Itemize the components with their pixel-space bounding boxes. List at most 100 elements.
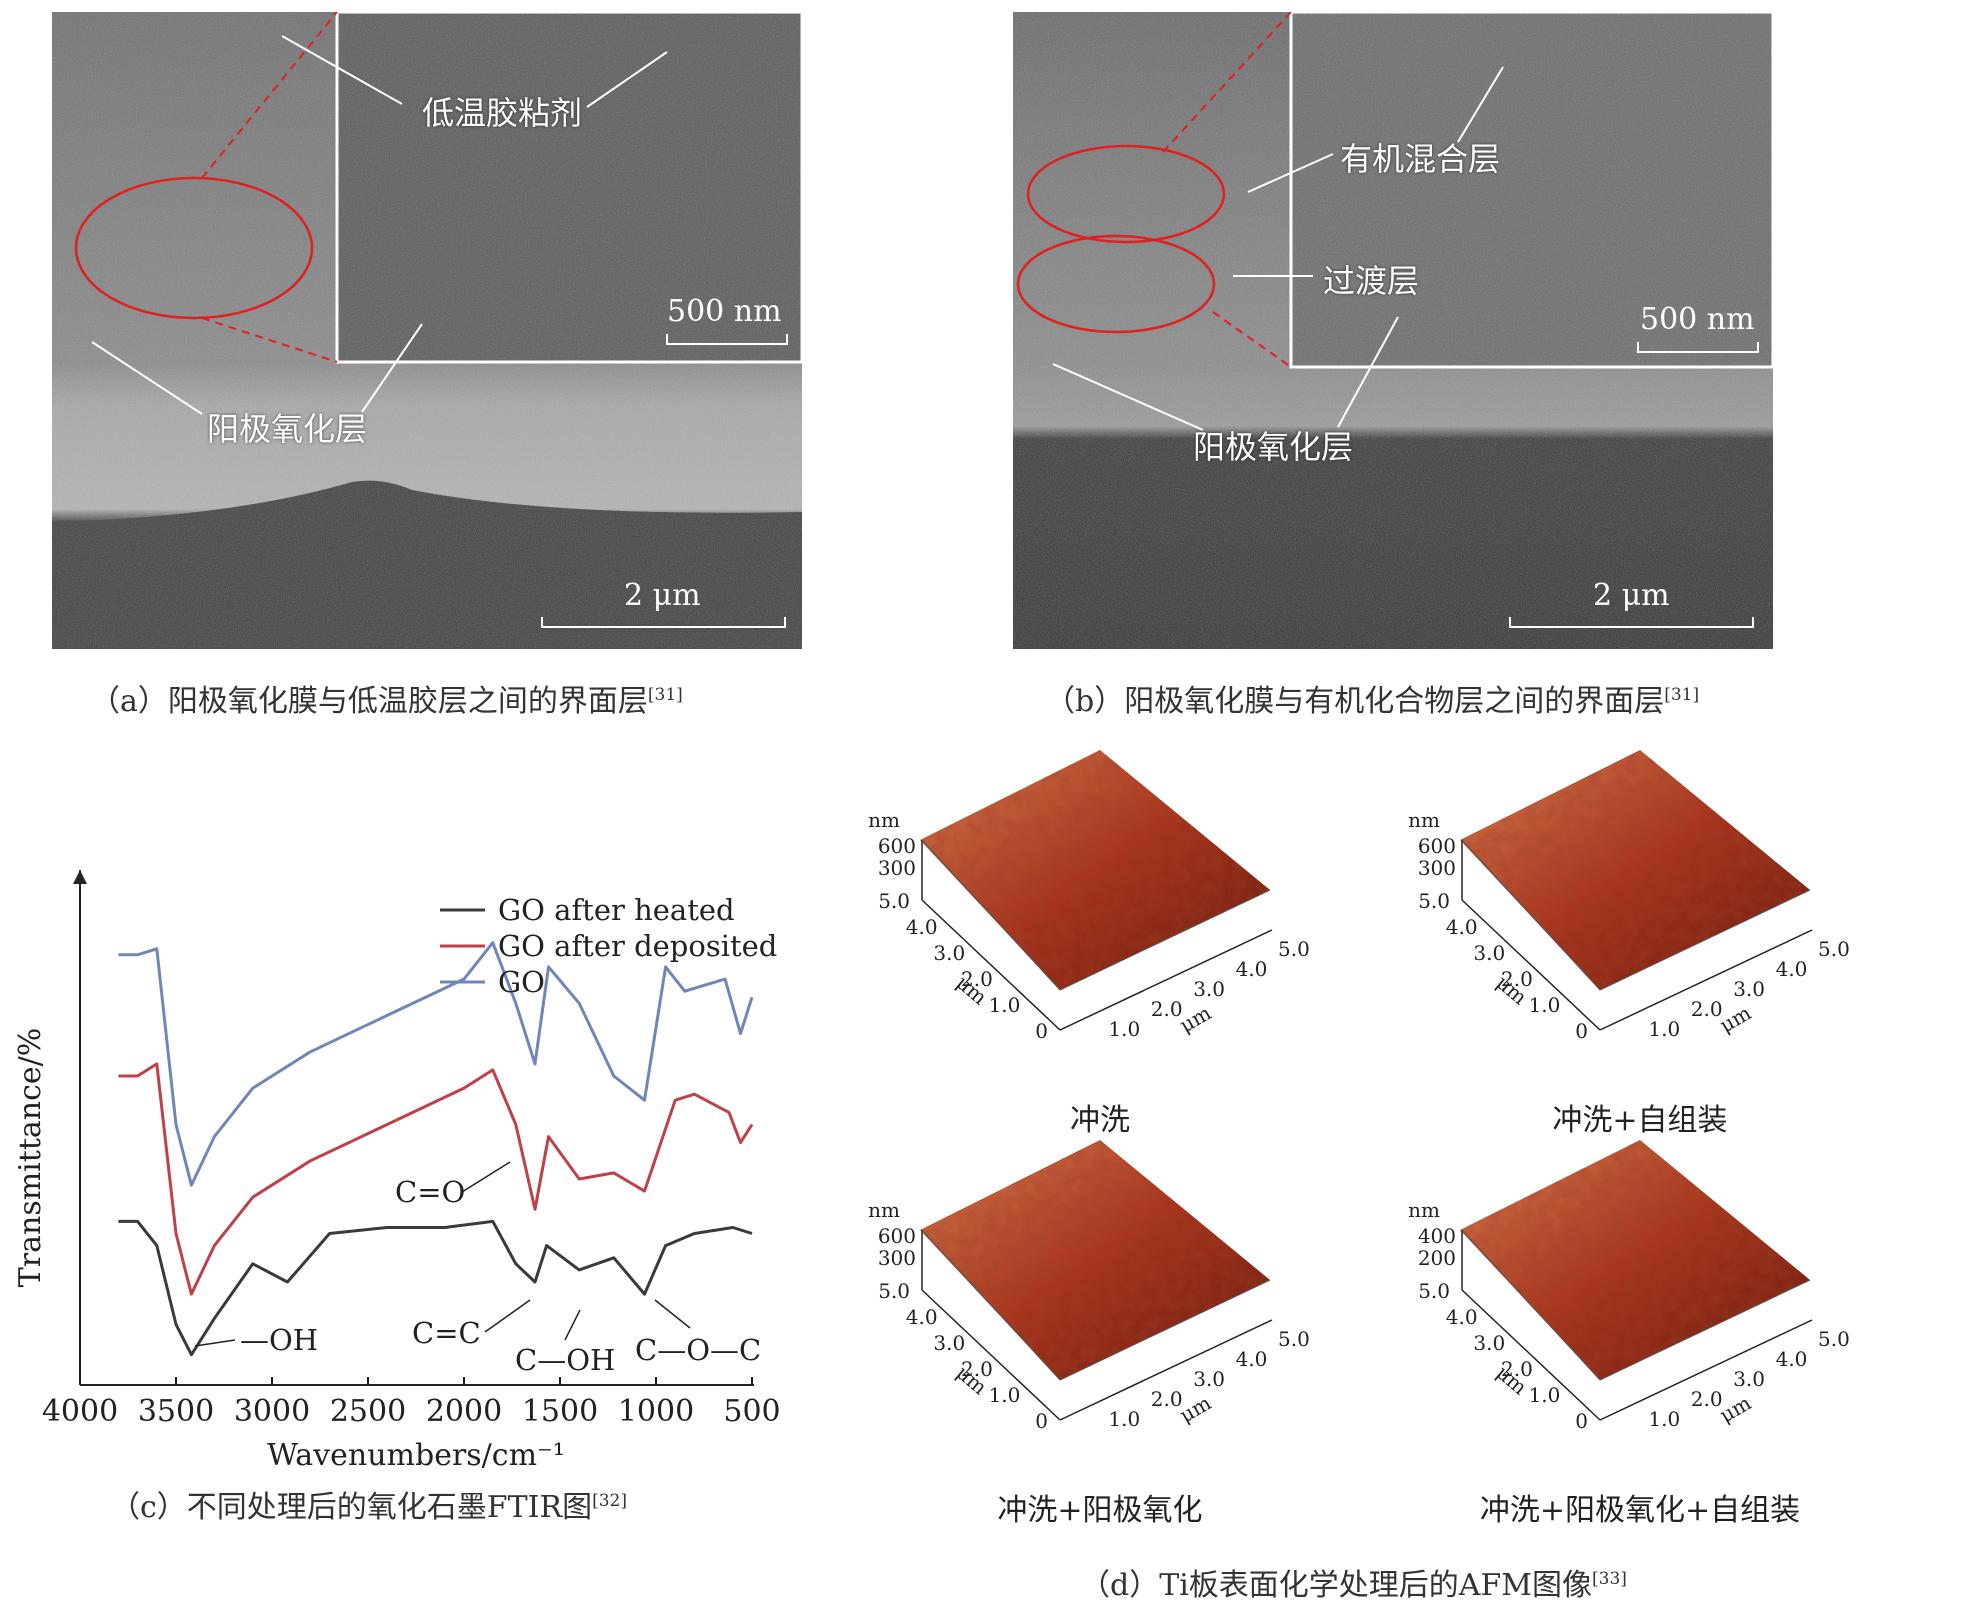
annotation-co-leader	[461, 1161, 511, 1193]
x-tick-label: 1.0	[1108, 1017, 1140, 1041]
y-tick-label: 5.0	[1418, 889, 1450, 913]
x-axis-afm	[1059, 1319, 1273, 1421]
x-tick-label: 5.0	[1818, 937, 1850, 961]
front-edge-2	[1059, 1279, 1271, 1381]
legend-label-0: GO after heated	[498, 893, 735, 927]
x-tick-label: 3.0	[1733, 1367, 1765, 1391]
z-tick-label: 600	[1418, 834, 1456, 858]
x-axis-afm	[1599, 929, 1813, 1031]
x-tick-label: 2.0	[1691, 997, 1723, 1021]
x-tick-label: 2000	[426, 1394, 502, 1429]
y-tick-label: 0	[1575, 1019, 1588, 1043]
caption-c: （c）不同处理后的氧化石墨FTIR图[32]	[110, 1490, 627, 1525]
x-tick-label: 2500	[330, 1394, 406, 1429]
annotation-coc-label: C—O—C	[635, 1333, 761, 1367]
panel-b: 有机混合层 过渡层 阳极氧化层 500 nm 2 μm	[1013, 12, 1773, 649]
caption-b: （b）阳极氧化膜与有机化合物层之间的界面层[31]	[1045, 684, 1700, 719]
y-tick-label: 4.0	[1446, 1305, 1478, 1329]
x-tick-label: 3500	[138, 1394, 214, 1429]
panel-d: nm 600 300 5.0 4.0 3.0 2.0 1.0 0 1.0 2.0 3.0 4.0 5.0 μ…	[860, 745, 1970, 1575]
label-transition-layer: 过渡层	[1323, 262, 1420, 300]
z-unit: nm	[868, 808, 900, 832]
y-tick-label: 4.0	[906, 915, 938, 939]
afm-label-3: 冲洗+阳极氧化	[997, 1493, 1203, 1528]
x-tick-label: 1.0	[1648, 1017, 1680, 1041]
x-tick-label: 5.0	[1818, 1327, 1850, 1351]
y-tick-label: 1.0	[1529, 993, 1561, 1017]
y-tick-label: 0	[1575, 1409, 1588, 1433]
x-tick-label: 3.0	[1193, 1367, 1225, 1391]
y-axis-afm	[1461, 899, 1601, 1031]
panel-b-sem-image	[1013, 12, 1773, 649]
scale-main-a: 2 μm	[624, 578, 701, 613]
z-tick-label: 300	[1418, 856, 1456, 880]
afm-plot-4: nm 400 200 5.0 4.0 3.0 2.0 1.0 0 1.0 2.0 3.0 4.0 5.0 μ…	[1400, 1135, 1940, 1528]
y-tick-label: 2.0	[1501, 967, 1533, 991]
annotation-oh-label: —OH	[240, 1323, 318, 1357]
y-axis-label: Transmittance/%	[13, 1028, 48, 1287]
annotation-coh-leader	[564, 1309, 581, 1341]
annotation-coh-label: C—OH	[515, 1343, 615, 1377]
y-tick-label: 4.0	[906, 1305, 938, 1329]
x-tick-label: 2.0	[1151, 997, 1183, 1021]
y-tick-label: 4.0	[1446, 915, 1478, 939]
afm-label-2: 冲洗+自组装	[1552, 1103, 1728, 1138]
y-tick-label: 3.0	[1473, 1331, 1505, 1355]
series-line-1	[118, 1062, 754, 1296]
y-tick-label: 3.0	[1473, 941, 1505, 965]
annotation-cc-label: C=C	[412, 1316, 481, 1350]
y-tick-label: 3.0	[933, 941, 965, 965]
annotation-co-label: C=O	[395, 1175, 465, 1209]
y-tick-label: 2.0	[1501, 1357, 1533, 1381]
x-tick-label: 2.0	[1151, 1387, 1183, 1411]
x-tick-label: 2.0	[1691, 1387, 1723, 1411]
x-tick-label: 3.0	[1733, 977, 1765, 1001]
series-line-2	[118, 941, 754, 1187]
x-tick-label: 1.0	[1108, 1407, 1140, 1431]
annotation-cc-leader	[484, 1299, 531, 1333]
caption-a: （a）阳极氧化膜与低温胶层之间的界面层[31]	[90, 684, 683, 719]
front-edge-2	[1599, 1279, 1811, 1381]
y-tick-label: 1.0	[989, 993, 1021, 1017]
front-edge-2	[1059, 889, 1271, 991]
y-tick-label: 5.0	[878, 889, 910, 913]
z-tick-label: 400	[1418, 1224, 1456, 1248]
front-edge	[921, 1229, 1061, 1381]
x-tick-label: 4.0	[1236, 1347, 1268, 1371]
ftir-chart: 4000 3500 3000 2500 2000 1500 1000 500 Wavenumbe…	[13, 870, 780, 1473]
x-tick-label: 1.0	[1648, 1407, 1680, 1431]
annotation-oh-leader	[194, 1339, 236, 1347]
x-tick-label: 5.0	[1278, 937, 1310, 961]
scale-main-b: 2 μm	[1593, 578, 1670, 613]
z-tick-label: 300	[878, 1246, 916, 1270]
afm-surface-texture	[1460, 1140, 1810, 1380]
x-tick-label: 500	[723, 1394, 780, 1429]
y-axis-afm	[921, 899, 1061, 1031]
afm-surface-texture	[920, 750, 1270, 990]
afm-plot-2: nm 600 300 5.0 4.0 3.0 2.0 1.0 0 1.0 2.0 3.0 4.0 5.0 μ…	[1400, 745, 1940, 1138]
x-tick-label: 1500	[522, 1394, 598, 1429]
y-tick-label: 2.0	[961, 1357, 993, 1381]
y-tick-label: 5.0	[878, 1279, 910, 1303]
label-organic-layer: 有机混合层	[1340, 140, 1501, 178]
front-edge	[1461, 839, 1601, 991]
x-tick-label: 4.0	[1776, 1347, 1808, 1371]
afm-surface-texture	[920, 1140, 1270, 1380]
x-axis-label: Wavenumbers/cm⁻¹	[267, 1438, 565, 1473]
x-tick-label: 4.0	[1776, 957, 1808, 981]
y-tick-label: 5.0	[1418, 1279, 1450, 1303]
x-tick-label: 4000	[42, 1394, 118, 1429]
front-edge	[921, 839, 1061, 991]
afm-plot-3: nm 600 300 5.0 4.0 3.0 2.0 1.0 0 1.0 2.0 3.0 4.0 5.0 μ…	[860, 1135, 1400, 1528]
afm-plot-1: nm 600 300 5.0 4.0 3.0 2.0 1.0 0 1.0 2.0 3.0 4.0 5.0 μ…	[860, 745, 1400, 1138]
legend-label-1: GO after deposited	[498, 929, 777, 963]
front-edge	[1461, 1229, 1601, 1381]
x-tick-label: 3.0	[1193, 977, 1225, 1001]
scale-inset-a: 500 nm	[667, 294, 782, 329]
caption-d: （d）Ti板表面化学处理后的AFM图像[33]	[1080, 1568, 1627, 1603]
